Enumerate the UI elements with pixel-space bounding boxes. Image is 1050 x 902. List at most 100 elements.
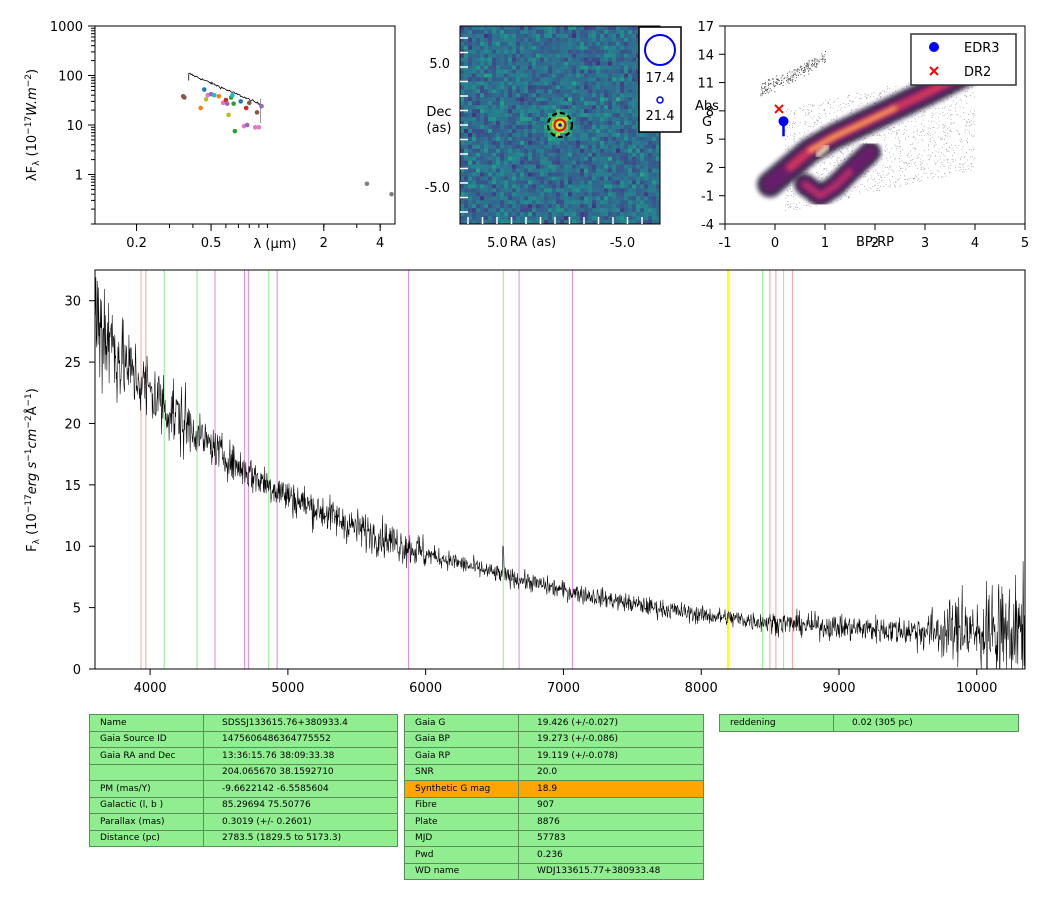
image-pixel: [496, 160, 501, 165]
image-pixel: [580, 132, 585, 138]
image-pixel: [568, 152, 573, 158]
image-pixel: [564, 69, 569, 74]
hrd-star: [890, 184, 891, 186]
hrd-star: [953, 159, 954, 161]
hrd-star: [880, 97, 881, 98]
image-pixel: [548, 53, 553, 59]
image-pixel: [624, 172, 629, 177]
image-pixel: [552, 188, 557, 193]
image-pixel: [480, 61, 485, 66]
hrd-wd-star: [769, 90, 771, 92]
image-pixel: [496, 29, 501, 35]
hrd-star: [792, 127, 793, 128]
image-pixel: [624, 204, 629, 209]
image-pixel: [472, 132, 477, 138]
image-pixel: [524, 49, 529, 55]
image-pixel: [512, 128, 517, 134]
hrd-star: [967, 90, 969, 92]
hrd-star: [951, 148, 953, 150]
image-pixel: [532, 73, 537, 78]
image-pixel: [636, 212, 641, 217]
image-pixel: [632, 144, 637, 150]
image-pixel: [484, 73, 489, 78]
image-pixel: [540, 41, 545, 47]
image-pixel: [596, 85, 601, 90]
hrd-star: [883, 186, 884, 187]
image-pixel: [544, 160, 549, 165]
image-pixel: [548, 41, 553, 47]
image-pixel: [472, 136, 477, 142]
image-pixel: [604, 53, 609, 59]
image-ylabel-1: Dec: [426, 105, 451, 120]
image-pixel: [584, 57, 589, 63]
image-pixel: [464, 188, 469, 193]
image-pixel: [536, 176, 541, 181]
image-pixel: [636, 200, 641, 205]
hrd-star: [947, 132, 948, 134]
hrd-star: [906, 130, 907, 131]
hrd-star: [889, 94, 891, 96]
image-pixel: [608, 220, 613, 225]
hrd-star: [792, 135, 794, 137]
image-pixel: [600, 41, 605, 47]
image-pixel: [460, 220, 465, 225]
image-pixel: [580, 85, 585, 90]
hrd-star: [795, 206, 797, 208]
image-pixel: [600, 164, 605, 169]
image-pixel: [504, 26, 509, 31]
image-pixel: [648, 136, 653, 142]
image-pixel: [592, 180, 597, 185]
table-key-cell: Gaia RP: [404, 747, 519, 765]
hrd-star: [918, 174, 919, 176]
image-pixel: [492, 136, 497, 142]
image-pixel: [488, 93, 493, 98]
image-pixel: [540, 148, 545, 154]
sed-photometry-point: [244, 122, 250, 128]
image-pixel: [532, 109, 537, 114]
hrd-star: [879, 92, 880, 94]
hrd-wd-star: [814, 61, 816, 63]
image-pixel: [476, 132, 481, 138]
image-pixel: [516, 89, 521, 94]
hrd-star: [799, 208, 801, 210]
hrd-wd-star: [769, 83, 771, 85]
image-pixel: [612, 192, 617, 197]
image-pixel: [564, 26, 569, 31]
image-pixel: [628, 77, 633, 82]
image-pixel: [464, 144, 469, 150]
image-pixel: [592, 212, 597, 217]
image-pixel: [612, 125, 617, 130]
hrd-star: [907, 154, 909, 156]
hrd-star: [789, 188, 791, 190]
image-pixel: [524, 101, 529, 106]
hrd-star: [791, 195, 792, 196]
image-pixel: [608, 188, 613, 193]
image-pixel: [484, 144, 489, 150]
hrd-star: [922, 129, 923, 131]
image-pixel: [564, 172, 569, 177]
image-pixel: [588, 144, 593, 150]
image-pixel: [520, 160, 525, 165]
image-pixel: [548, 212, 553, 217]
hrd-star: [794, 135, 795, 137]
hrd-star: [884, 155, 886, 156]
hrd-star: [867, 180, 868, 182]
spectrum-xtick-label: 4000: [134, 681, 167, 696]
hrd-star: [809, 133, 811, 135]
image-pixel: [488, 26, 493, 31]
hrd-star: [848, 105, 850, 107]
hrd-star: [915, 148, 917, 149]
image-pixel: [588, 148, 593, 154]
image-pixel: [604, 192, 609, 197]
image-pixel: [556, 200, 561, 205]
image-pixel: [540, 132, 545, 138]
hrd-star: [964, 162, 966, 164]
hrd-star: [790, 122, 792, 124]
image-pixel: [544, 200, 549, 205]
hrd-star: [897, 136, 899, 138]
image-pixel: [496, 188, 501, 193]
hrd-star: [818, 116, 819, 117]
image-pixel: [640, 136, 645, 142]
hrd-star: [943, 125, 945, 127]
hrd-star: [905, 184, 907, 185]
